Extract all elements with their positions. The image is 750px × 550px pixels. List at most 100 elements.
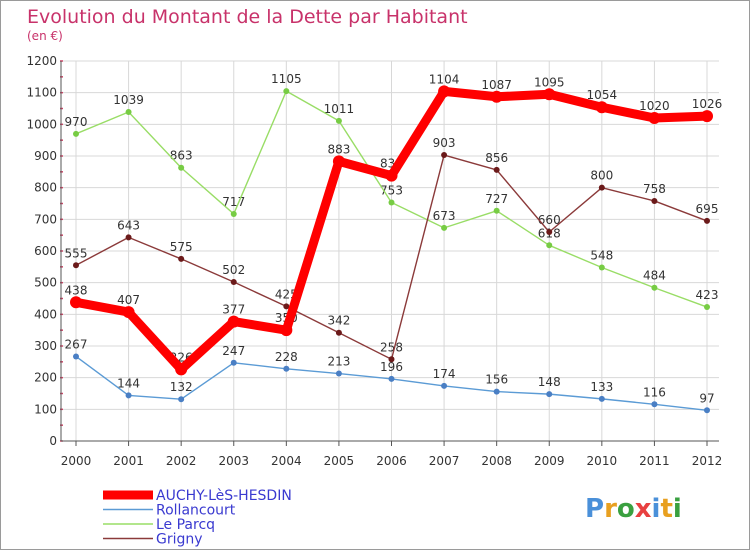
data-label: 1039 (113, 93, 144, 107)
data-label: 247 (222, 344, 245, 358)
y-tick-label: 0 (49, 434, 57, 448)
y-tick-label: 300 (34, 339, 57, 353)
x-tick-label: 2006 (376, 454, 407, 468)
data-label: 174 (433, 367, 456, 381)
data-label: 727 (485, 192, 508, 206)
data-label: 502 (222, 263, 245, 277)
data-point (73, 262, 79, 269)
logo-letter: o (617, 494, 635, 524)
data-label: 1020 (639, 99, 670, 113)
data-label: 116 (643, 385, 666, 399)
data-point (178, 396, 185, 403)
data-label: 643 (117, 218, 140, 232)
data-point (332, 155, 345, 168)
data-label: 407 (117, 293, 140, 307)
data-label: 377 (222, 303, 245, 317)
data-point (441, 152, 448, 159)
data-point (230, 359, 237, 366)
data-point (704, 304, 710, 311)
data-label: 856 (485, 151, 508, 165)
data-label: 133 (590, 380, 613, 394)
axes: 0 100 200 300 400 500 600 700 800 900 1000 1100 1200… (26, 54, 722, 468)
x-tick-label: 2003 (218, 454, 249, 468)
data-label: 1011 (324, 102, 355, 116)
data-label: 258 (380, 340, 403, 354)
data-label: 883 (327, 142, 350, 156)
y-tick-label: 1000 (26, 117, 57, 131)
data-point (701, 110, 713, 123)
legend-label: Grigny (156, 532, 203, 548)
x-tick-label: 2007 (429, 454, 460, 468)
data-point (651, 401, 658, 408)
data-point (125, 392, 132, 399)
data-label: 758 (643, 182, 666, 196)
data-label: 1104 (429, 72, 460, 86)
data-point (73, 353, 79, 360)
data-point (546, 242, 553, 249)
data-point (651, 284, 658, 291)
legend-label: Rollancourt (156, 503, 236, 519)
data-point (543, 88, 556, 101)
data-point (595, 101, 608, 114)
x-tick-label: 2005 (324, 454, 355, 468)
data-label: 660 (538, 213, 561, 227)
x-tick-label: 2008 (481, 454, 512, 468)
proxiti-logo: Proxiti (585, 494, 682, 524)
legend-label: Le Parcq (156, 517, 215, 533)
data-point (441, 224, 448, 231)
legend-label: AUCHY-LèS-HESDIN (156, 488, 292, 504)
data-point (280, 324, 293, 337)
data-label: 132 (170, 380, 193, 394)
y-tick-label: 700 (34, 212, 57, 226)
chart-subtitle: (en €) (27, 29, 63, 43)
data-point (546, 229, 553, 235)
grid (61, 60, 719, 441)
data-label: 717 (222, 195, 245, 209)
data-label: 97 (699, 391, 714, 405)
data-label: 800 (590, 169, 613, 183)
data-point (493, 388, 500, 395)
data-point (70, 296, 82, 309)
x-tick-label: 2002 (166, 454, 197, 468)
data-point (598, 395, 605, 402)
data-label: 575 (170, 240, 193, 254)
data-point (385, 169, 398, 182)
data-label: 342 (327, 314, 350, 328)
logo-letter: r (604, 494, 617, 524)
x-tick-label: 2000 (61, 454, 92, 468)
x-tick-label: 2010 (587, 454, 618, 468)
series-grigny (73, 152, 710, 363)
data-point (335, 370, 342, 377)
data-label: 1054 (587, 88, 618, 102)
logo-letter: i (652, 494, 661, 524)
data-point (493, 166, 500, 173)
data-point (73, 130, 79, 137)
x-tick-label: 2004 (271, 454, 302, 468)
data-point (704, 217, 710, 224)
series-auchy-l-s-hesdin (70, 85, 713, 376)
x-tick-label: 2012 (692, 454, 723, 468)
data-label: 1026 (692, 97, 723, 111)
data-point (283, 88, 290, 95)
data-point (227, 315, 240, 328)
y-tick-label: 500 (34, 276, 57, 290)
data-point (175, 363, 188, 376)
data-point (125, 108, 132, 115)
y-tick-label: 1100 (26, 86, 57, 100)
data-point (283, 365, 290, 372)
y-tick-label: 400 (34, 307, 57, 321)
data-point (598, 184, 605, 191)
data-label: 555 (65, 246, 88, 260)
data-label: 1087 (481, 78, 512, 92)
data-point (648, 112, 661, 124)
data-label: 1105 (271, 72, 302, 86)
data-point (388, 375, 395, 382)
y-tick-label: 800 (34, 181, 57, 195)
data-point (438, 85, 451, 98)
data-label: 213 (327, 355, 350, 369)
data-point (125, 234, 132, 241)
logo-letter: t (660, 494, 672, 524)
data-label: 970 (65, 115, 88, 129)
